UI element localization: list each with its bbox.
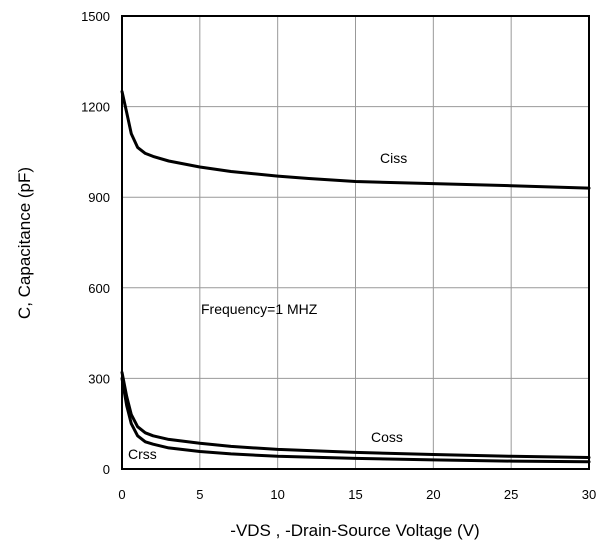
x-tick-label: 30 bbox=[582, 487, 596, 502]
y-tick-label: 1200 bbox=[81, 100, 110, 115]
x-tick-label: 0 bbox=[118, 487, 125, 502]
y-tick-label: 1500 bbox=[81, 9, 110, 24]
y-tick-label: 900 bbox=[88, 190, 110, 205]
x-tick-label: 10 bbox=[270, 487, 284, 502]
x-tick-label: 20 bbox=[426, 487, 440, 502]
series-label-coss: Coss bbox=[371, 429, 403, 445]
x-tick-label: 15 bbox=[348, 487, 362, 502]
series-line-ciss bbox=[120, 90, 591, 190]
series-lines bbox=[120, 90, 591, 464]
x-axis-title: -VDS , -Drain-Source Voltage (V) bbox=[230, 521, 479, 540]
series-labels: Ciss Coss Crss bbox=[128, 150, 407, 462]
series-line-crss bbox=[120, 376, 591, 464]
series-label-crss: Crss bbox=[128, 446, 157, 462]
y-tick-label: 300 bbox=[88, 371, 110, 386]
y-axis-title: C, Capacitance (pF) bbox=[15, 167, 34, 319]
y-tick-label: 0 bbox=[103, 462, 110, 477]
plot-frame bbox=[121, 15, 590, 470]
x-tick-label: 25 bbox=[504, 487, 518, 502]
x-tick-label: 5 bbox=[196, 487, 203, 502]
y-tick-label: 600 bbox=[88, 281, 110, 296]
annotation-frequency: Frequency=1 MHZ bbox=[201, 301, 318, 317]
grid bbox=[122, 16, 589, 469]
series-line-coss bbox=[120, 370, 591, 459]
series-label-ciss: Ciss bbox=[380, 150, 407, 166]
